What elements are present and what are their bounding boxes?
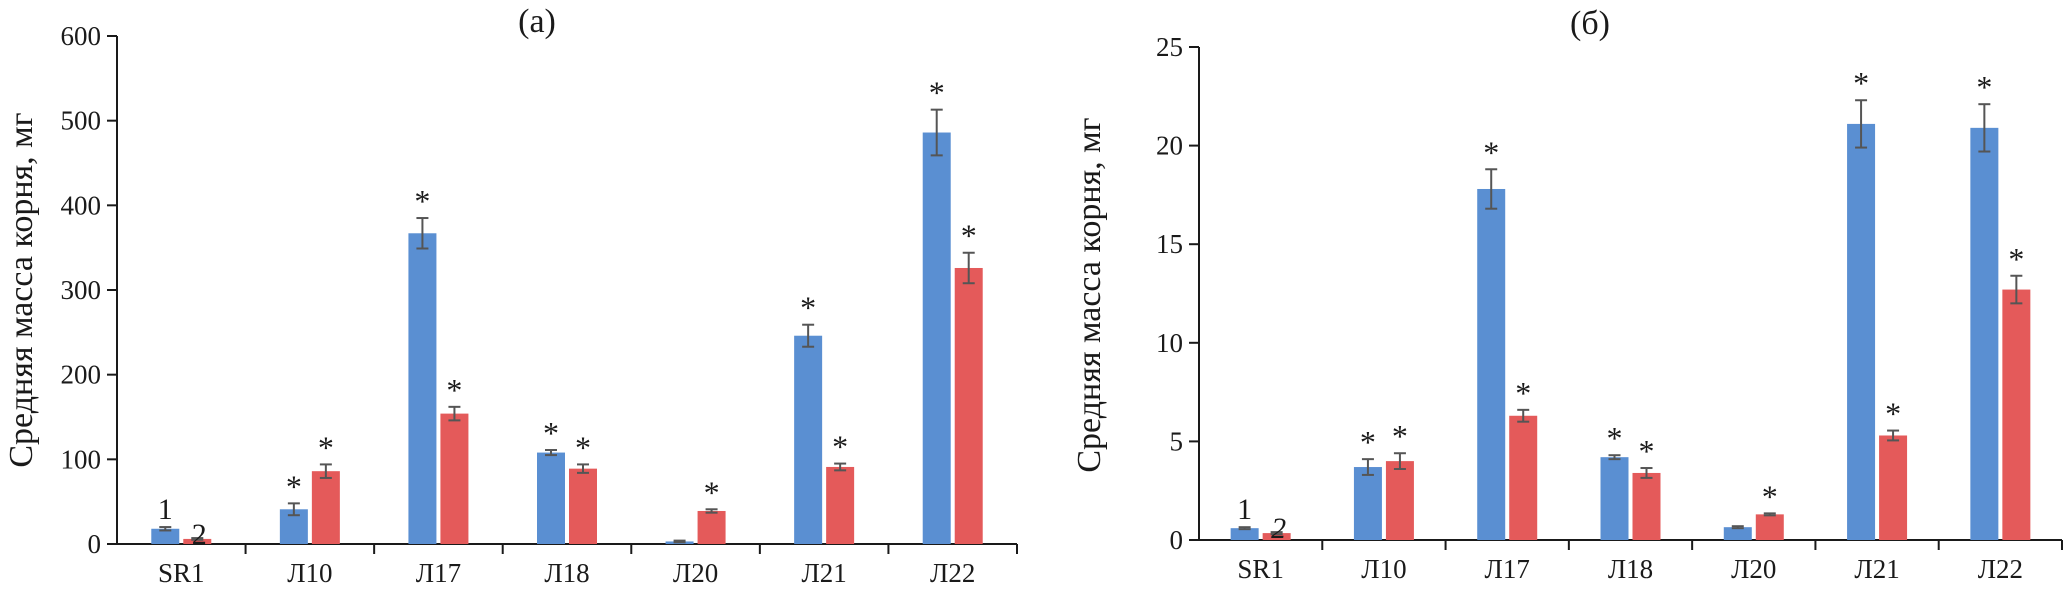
y-tick-label: 300 (61, 275, 102, 305)
significance-marker: * (318, 429, 334, 465)
significance-marker: * (1392, 418, 1408, 454)
significance-marker: * (800, 290, 816, 326)
bar-series-2-SR1 (183, 538, 212, 544)
y-tick-label: 200 (61, 360, 102, 390)
bar-series-2-Л20 (1755, 514, 1784, 540)
significance-marker: * (1885, 396, 1901, 432)
significance-marker: * (446, 372, 462, 408)
significance-marker: * (575, 429, 591, 465)
bar-series-2-Л18 (1632, 472, 1661, 540)
y-tick-label: 20 (1156, 131, 1183, 161)
bar-series-1-Л18 (1600, 457, 1629, 540)
y-tick-label: 25 (1156, 32, 1183, 62)
bar-series-2-Л21 (1879, 435, 1908, 540)
category-label: Л10 (287, 558, 332, 588)
category-label: SR1 (158, 558, 205, 588)
y-tick-label: 0 (88, 529, 102, 559)
category-label: Л21 (801, 558, 846, 588)
series-label-2: 2 (192, 518, 207, 551)
bar-series-2-Л22 (954, 267, 983, 544)
significance-marker: * (543, 415, 559, 451)
significance-marker: * (961, 218, 977, 254)
category-label: Л18 (544, 558, 589, 588)
chart-panel-a: (а) Средняя масса корня, мг 0 100 200 300 400 5… (3, 3, 1018, 588)
significance-marker: * (286, 468, 302, 504)
category-label: Л20 (1731, 554, 1776, 584)
category-label: Л22 (1978, 554, 2023, 584)
bar-series-2-Л18 (569, 468, 597, 544)
panel-title-a: (а) (518, 3, 556, 40)
bar-series-1-SR1 (151, 528, 180, 544)
bar-series-2-Л17 (1509, 415, 1538, 540)
bar-series-1-Л10 (1353, 467, 1382, 540)
y-tick-label: 500 (61, 106, 102, 136)
y-tick-label: 600 (61, 21, 102, 51)
bar-series-2-Л10 (311, 471, 340, 544)
y-tick-label: 0 (1170, 525, 1184, 555)
bar-series-2-Л21 (826, 466, 855, 544)
bar-series-1-Л22 (922, 132, 951, 544)
category-label: Л20 (673, 558, 718, 588)
significance-marker: * (832, 429, 848, 465)
significance-marker: * (1607, 420, 1623, 456)
y-tick-label: 5 (1170, 426, 1184, 456)
y-tick-label: 100 (61, 444, 102, 474)
bar-series-1-Л20 (1723, 527, 1752, 540)
series-label-1: 1 (1237, 493, 1252, 526)
category-label: Л22 (930, 558, 975, 588)
category-label: Л21 (1854, 554, 1899, 584)
bar-series-2-Л20 (697, 510, 726, 544)
panel-title-b: (б) (1570, 5, 1610, 42)
significance-marker: * (1639, 433, 1655, 469)
bar-series-2-Л17 (440, 413, 469, 544)
bar-series-2-SR1 (1262, 533, 1291, 540)
bar-series-1-Л21 (1847, 123, 1876, 541)
bar-series-1-Л17 (408, 233, 437, 545)
significance-marker: * (1762, 478, 1778, 514)
series-label-1: 1 (158, 493, 173, 526)
significance-marker: * (1515, 375, 1531, 411)
y-tick-label: 15 (1156, 229, 1183, 259)
category-label: Л18 (1608, 554, 1653, 584)
category-label: SR1 (1237, 554, 1284, 584)
significance-marker: * (1360, 424, 1376, 460)
significance-marker: * (704, 474, 720, 510)
y-tick-label: 400 (61, 190, 102, 220)
series-label-2: 2 (1271, 512, 1286, 545)
significance-marker: * (929, 75, 945, 111)
significance-marker: * (2008, 241, 2024, 277)
bar-series-1-Л17 (1477, 188, 1506, 540)
significance-marker: * (414, 183, 430, 219)
chart-panel-b: (б) Средняя масса корня, мг 0 5 10 15 20 25 SR1 1… (1071, 5, 2063, 584)
y-axis-label-a: Средняя масса корня, мг (3, 112, 40, 467)
significance-marker: * (1853, 65, 1869, 101)
bar-series-2-Л22 (2002, 289, 2031, 540)
category-label: Л10 (1361, 554, 1406, 584)
category-label: Л17 (1485, 554, 1530, 584)
bar-series-1-SR1 (1230, 528, 1259, 540)
bar-series-1-Л22 (1970, 127, 1999, 541)
bar-series-1-Л21 (794, 335, 823, 544)
bar-series-1-Л18 (537, 452, 565, 544)
bar-series-2-Л10 (1385, 461, 1414, 540)
significance-marker: * (1483, 134, 1499, 170)
y-axis-label-b: Средняя масса корня, мг (1071, 117, 1108, 472)
y-tick-label: 10 (1156, 328, 1183, 358)
significance-marker: * (1976, 69, 1992, 105)
category-label: Л17 (416, 558, 461, 588)
